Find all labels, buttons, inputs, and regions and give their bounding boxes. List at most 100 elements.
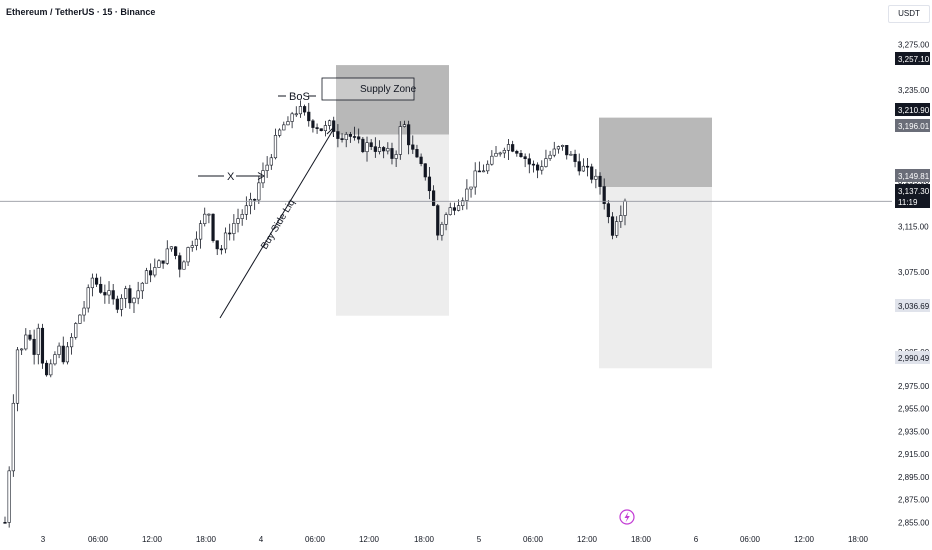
time-tick-label: 12:00	[577, 535, 598, 544]
candle-body	[178, 255, 182, 270]
candle-body	[15, 349, 20, 404]
candle-body	[544, 158, 548, 167]
candle-body	[240, 214, 244, 219]
time-tick-label: 18:00	[848, 535, 869, 544]
candle-body	[365, 142, 369, 153]
price-tick-label: 2,955.00	[898, 405, 930, 414]
candle-body	[244, 205, 248, 215]
price-marker-label: 2,990.49	[898, 354, 930, 363]
time-tick-label: 5	[477, 535, 482, 544]
candle-body	[144, 270, 149, 284]
short-stop-box[interactable]	[599, 117, 712, 188]
candle-body	[527, 158, 531, 165]
candle-body	[598, 175, 602, 187]
supply-zone-projection[interactable]	[336, 134, 449, 316]
time-axis: 3 06:00 12:00 18:00 4 06:00 12:00 18:00 5 06:00 12…	[41, 535, 869, 544]
candle-body	[111, 290, 115, 300]
candle-body	[165, 248, 169, 264]
candle-body	[257, 182, 261, 201]
candle-body	[302, 106, 307, 113]
price-tick-label: 2,915.00	[898, 450, 930, 459]
candle-body	[45, 362, 49, 376]
price-tick-label: 3,235.00	[898, 86, 930, 95]
price-marker-badge	[895, 195, 930, 208]
candle-body	[569, 153, 573, 156]
candle-body	[407, 124, 411, 146]
symbol-title[interactable]: Ethereum / TetherUS · 15 · Binance	[6, 7, 156, 17]
candle-body	[53, 354, 57, 365]
candles-layer	[3, 100, 627, 528]
currency-selector[interactable]: USDT	[888, 5, 930, 23]
price-tick-label: 3,275.00	[898, 41, 930, 50]
price-tick-label: 3,115.00	[898, 223, 929, 232]
candle-body	[128, 288, 132, 304]
supply-zone-label: Supply Zone	[360, 84, 417, 95]
price-marker-badge	[895, 184, 930, 197]
candle-body	[273, 135, 278, 159]
candle-body	[519, 153, 523, 157]
candle-body	[140, 282, 144, 292]
candle-body	[456, 205, 461, 211]
candle-body	[615, 221, 619, 236]
candle-body	[373, 146, 377, 152]
candle-body	[219, 248, 223, 251]
time-tick-label: 06:00	[523, 535, 544, 544]
candle-body	[286, 121, 290, 126]
price-marker-badge	[895, 169, 930, 182]
candle-body	[82, 307, 86, 316]
candle-body	[398, 126, 402, 155]
candle-body	[57, 345, 61, 355]
price-tick-label: 3,075.00	[898, 268, 930, 277]
candle-body	[402, 124, 407, 127]
candle-body	[174, 246, 178, 256]
candle-body	[307, 111, 311, 122]
candle-body	[469, 186, 473, 190]
buy-side-liq-arrow[interactable]	[219, 129, 334, 319]
candle-body	[440, 224, 444, 236]
candle-body	[49, 363, 53, 376]
time-tick-label: 18:00	[196, 535, 217, 544]
candle-body	[248, 198, 253, 207]
supply-zone-label-box[interactable]	[321, 77, 415, 101]
price-tick-label: 2,875.00	[898, 496, 930, 505]
price-marker-badge	[895, 119, 930, 132]
candle-body	[536, 164, 540, 171]
candle-body	[290, 113, 294, 122]
candle-body	[390, 148, 394, 159]
candle-body	[169, 246, 174, 250]
candle-body	[74, 323, 78, 338]
candle-body	[377, 147, 382, 152]
x-label: X	[227, 171, 235, 183]
candle-body	[340, 138, 344, 140]
bos-label: BoS	[289, 91, 310, 103]
candle-body	[511, 144, 515, 152]
candle-body	[124, 288, 128, 299]
candle-body	[423, 163, 427, 178]
price-marker-label: 3,257.10	[898, 55, 930, 64]
candle-body	[115, 298, 119, 310]
candle-body	[452, 207, 456, 211]
candle-body	[465, 188, 469, 201]
candle-body	[282, 124, 286, 131]
candle-body	[477, 170, 481, 173]
candle-body	[323, 125, 328, 132]
candle-body	[186, 247, 190, 263]
candle-body	[94, 277, 99, 285]
candle-body	[136, 290, 140, 299]
candle-body	[357, 136, 361, 140]
candle-body	[32, 338, 36, 355]
candle-body	[24, 334, 28, 350]
time-tick-label: 06:00	[740, 535, 761, 544]
candle-body	[336, 131, 340, 139]
time-tick-label: 18:00	[631, 535, 652, 544]
buy-side-liq-label: Buy Side Liq	[259, 198, 297, 252]
x-arrow-head	[257, 172, 265, 180]
candle-body	[548, 154, 552, 159]
candle-body	[486, 163, 490, 172]
lightning-icon[interactable]	[619, 509, 635, 525]
candle-body	[215, 240, 219, 250]
candle-body	[581, 165, 585, 172]
candle-body	[394, 154, 398, 159]
short-target-box[interactable]	[599, 187, 712, 369]
